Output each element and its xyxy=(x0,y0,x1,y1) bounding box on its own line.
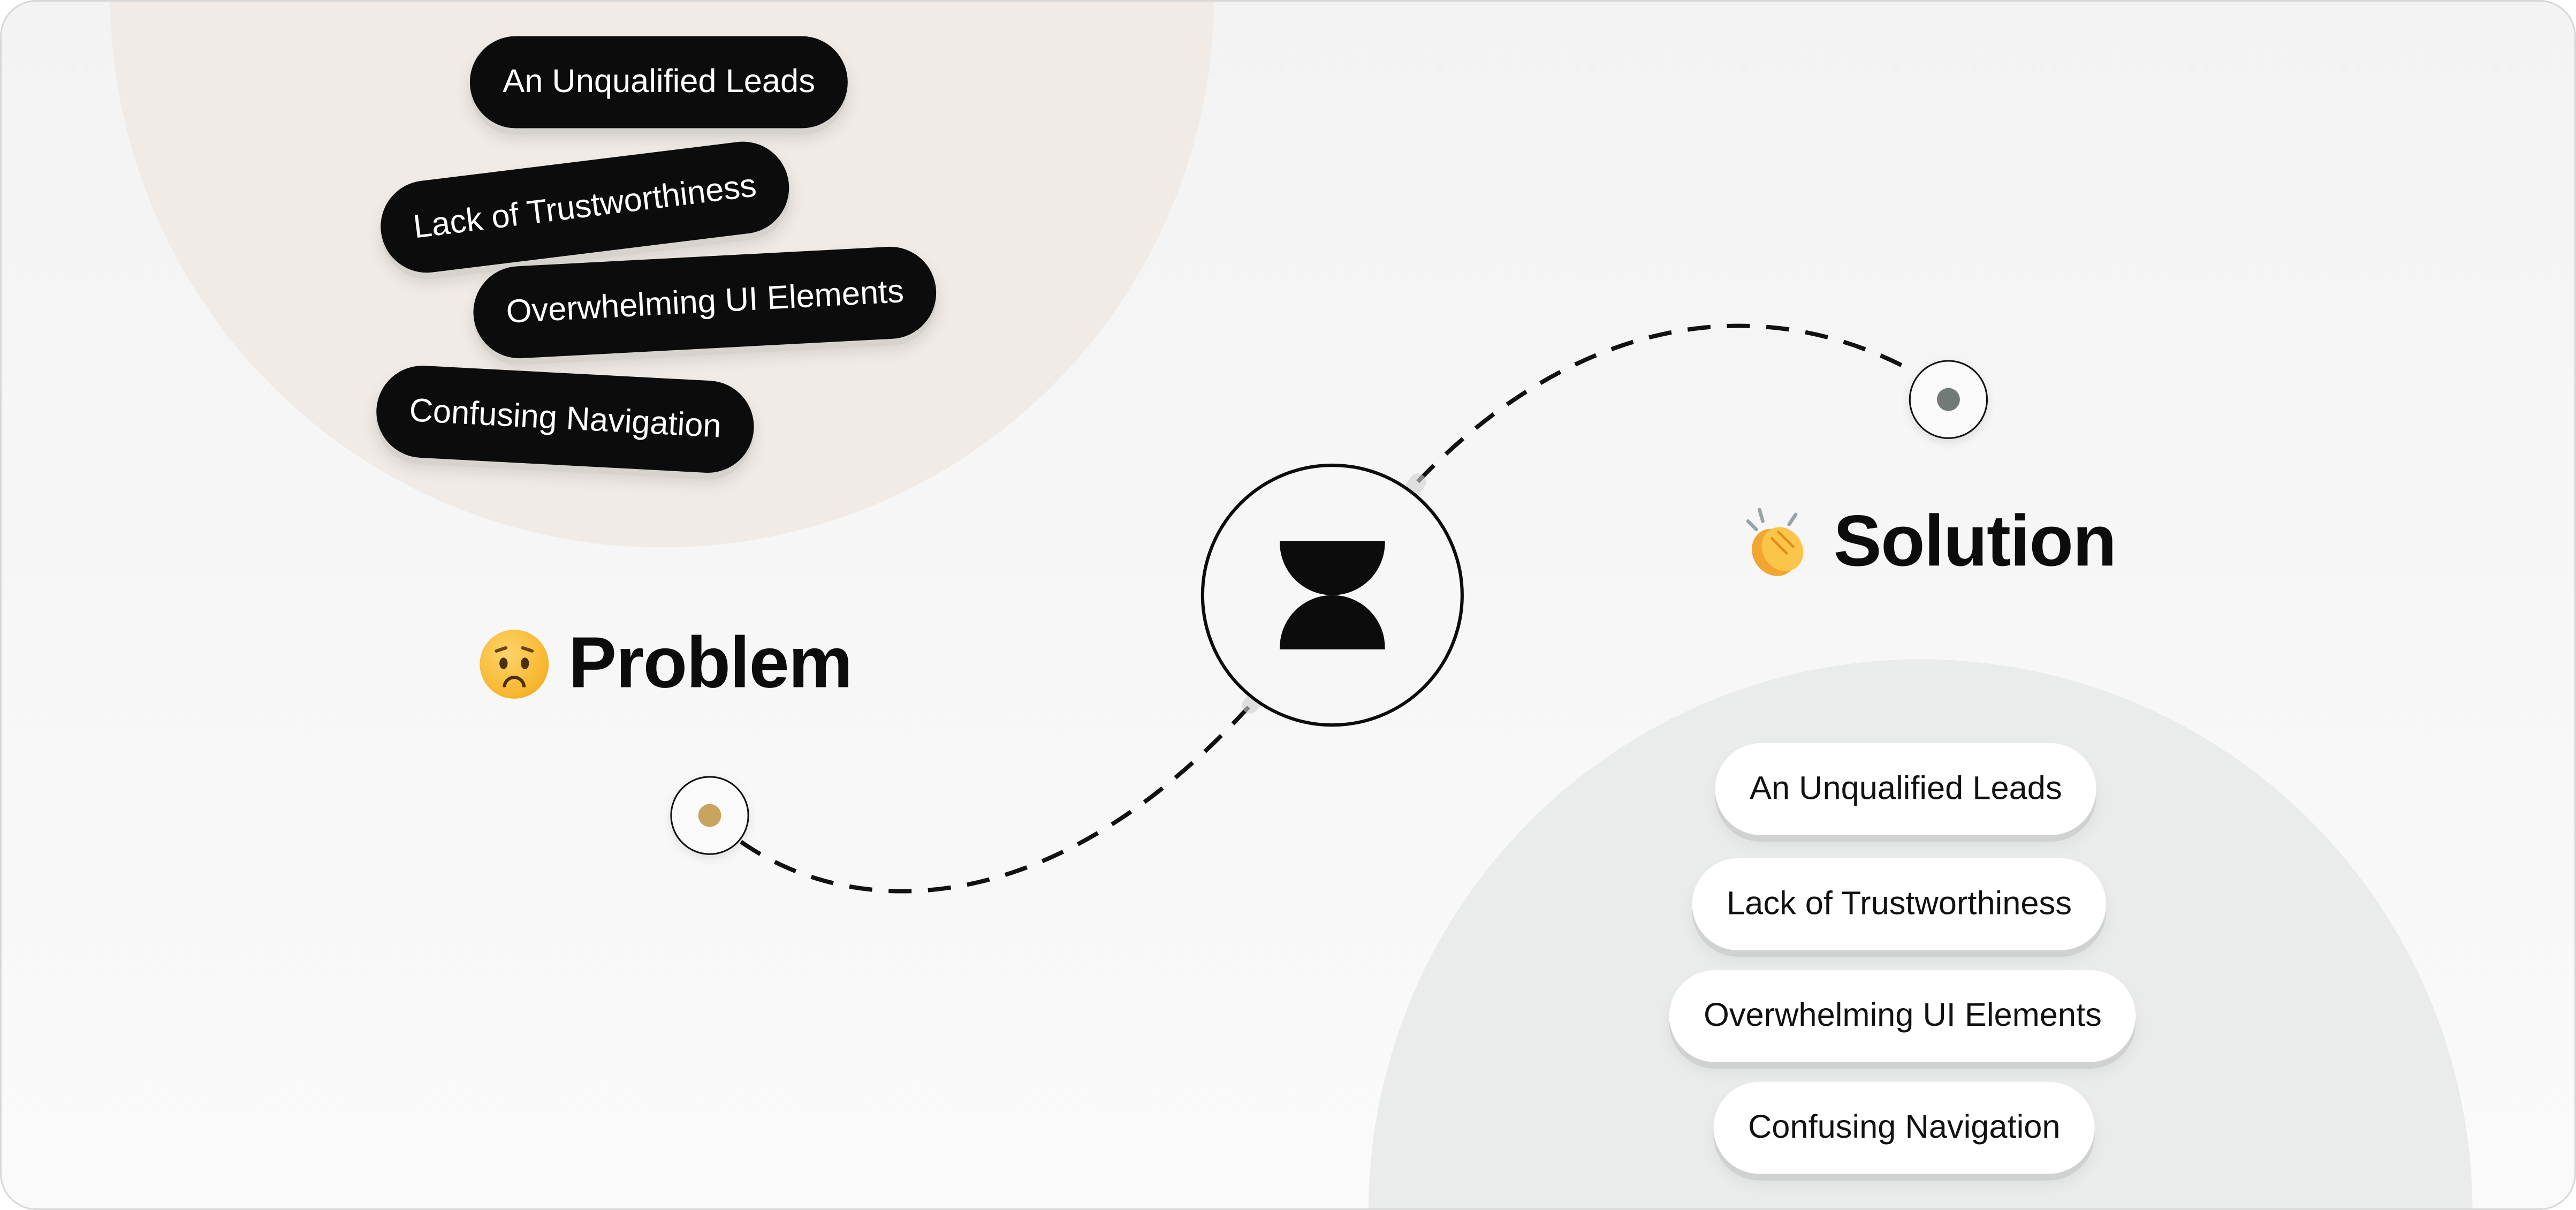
clapping-hands-icon xyxy=(1746,508,1804,576)
solution-title: Solution xyxy=(1833,501,2117,583)
problem-endpoint xyxy=(670,776,749,855)
problem-heading: Problem xyxy=(480,623,853,706)
problem-title: Problem xyxy=(568,623,853,704)
solution-item-1: An Unqualified Leads xyxy=(1715,743,2097,835)
hub-circle xyxy=(1200,463,1464,727)
solution-endpoint-dot xyxy=(1936,388,1960,411)
solution-item-3: Overwhelming UI Elements xyxy=(1669,970,2137,1062)
solution-item-2: Lack of Trustworthiness xyxy=(1692,858,2107,950)
connector-path-problem xyxy=(740,704,1252,894)
problem-endpoint-dot xyxy=(698,804,721,827)
connector-path-solution xyxy=(1416,323,1912,483)
problem-item-1: An Unqualified Leads xyxy=(469,36,848,128)
problem-item-4: Confusing Navigation xyxy=(374,363,757,475)
solution-endpoint xyxy=(1909,360,1988,439)
worried-face-icon xyxy=(480,630,549,699)
solution-heading: Solution xyxy=(1738,501,2117,584)
hourglass-logo-icon xyxy=(1279,540,1385,649)
solution-item-4: Confusing Navigation xyxy=(1713,1082,2095,1174)
